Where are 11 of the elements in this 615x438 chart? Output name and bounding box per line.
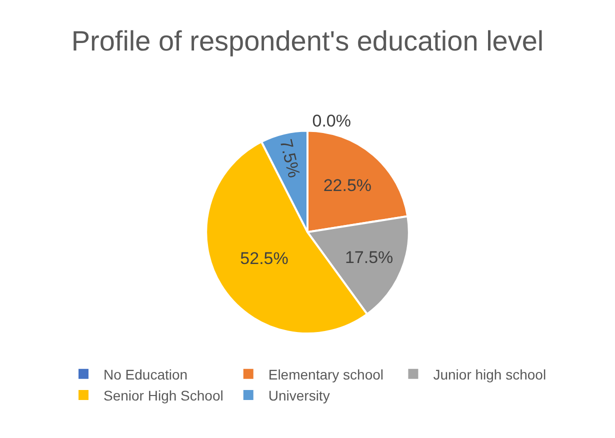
data-label: 22.5% <box>323 176 372 195</box>
text: 0.0% <box>312 112 351 131</box>
legend-label: Junior high school <box>433 366 546 382</box>
data-label: 52.5% <box>240 249 288 268</box>
legend-label: Elementary school <box>268 366 384 382</box>
legend-label: No Education <box>104 366 188 382</box>
legend-label: Senior High School <box>104 388 224 404</box>
data-label: 7.5% <box>276 137 304 180</box>
data-label: 17.5% <box>344 248 394 268</box>
legend-label: University <box>268 388 330 404</box>
chart-title: Profile of respondent's education level <box>71 25 544 56</box>
